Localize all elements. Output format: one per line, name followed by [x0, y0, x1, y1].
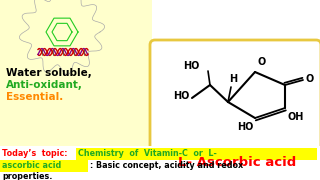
- Text: : Basic concept, acidity and redox: : Basic concept, acidity and redox: [90, 161, 243, 170]
- Text: H: H: [229, 74, 237, 84]
- Text: properties.: properties.: [2, 172, 52, 180]
- FancyBboxPatch shape: [0, 148, 320, 180]
- FancyBboxPatch shape: [150, 40, 320, 180]
- Text: Water soluble,: Water soluble,: [6, 68, 92, 78]
- FancyBboxPatch shape: [76, 148, 317, 160]
- Text: Chemistry  of  Vitamin-C  or  L-: Chemistry of Vitamin-C or L-: [78, 149, 217, 158]
- Text: O: O: [258, 57, 266, 67]
- Text: ascorbic acid: ascorbic acid: [2, 161, 61, 170]
- Text: Essential.: Essential.: [6, 92, 63, 102]
- FancyBboxPatch shape: [0, 0, 152, 148]
- Text: Anti-oxidant,: Anti-oxidant,: [6, 80, 83, 90]
- FancyBboxPatch shape: [0, 146, 320, 180]
- Text: HO: HO: [184, 61, 200, 71]
- Text: OH: OH: [287, 112, 303, 122]
- Text: L- Ascorbic acid: L- Ascorbic acid: [178, 156, 296, 168]
- FancyBboxPatch shape: [0, 160, 88, 172]
- Text: Today’s  topic:: Today’s topic:: [2, 149, 73, 158]
- Text: HO: HO: [174, 91, 190, 101]
- Text: O: O: [305, 74, 313, 84]
- Text: HO: HO: [236, 122, 253, 132]
